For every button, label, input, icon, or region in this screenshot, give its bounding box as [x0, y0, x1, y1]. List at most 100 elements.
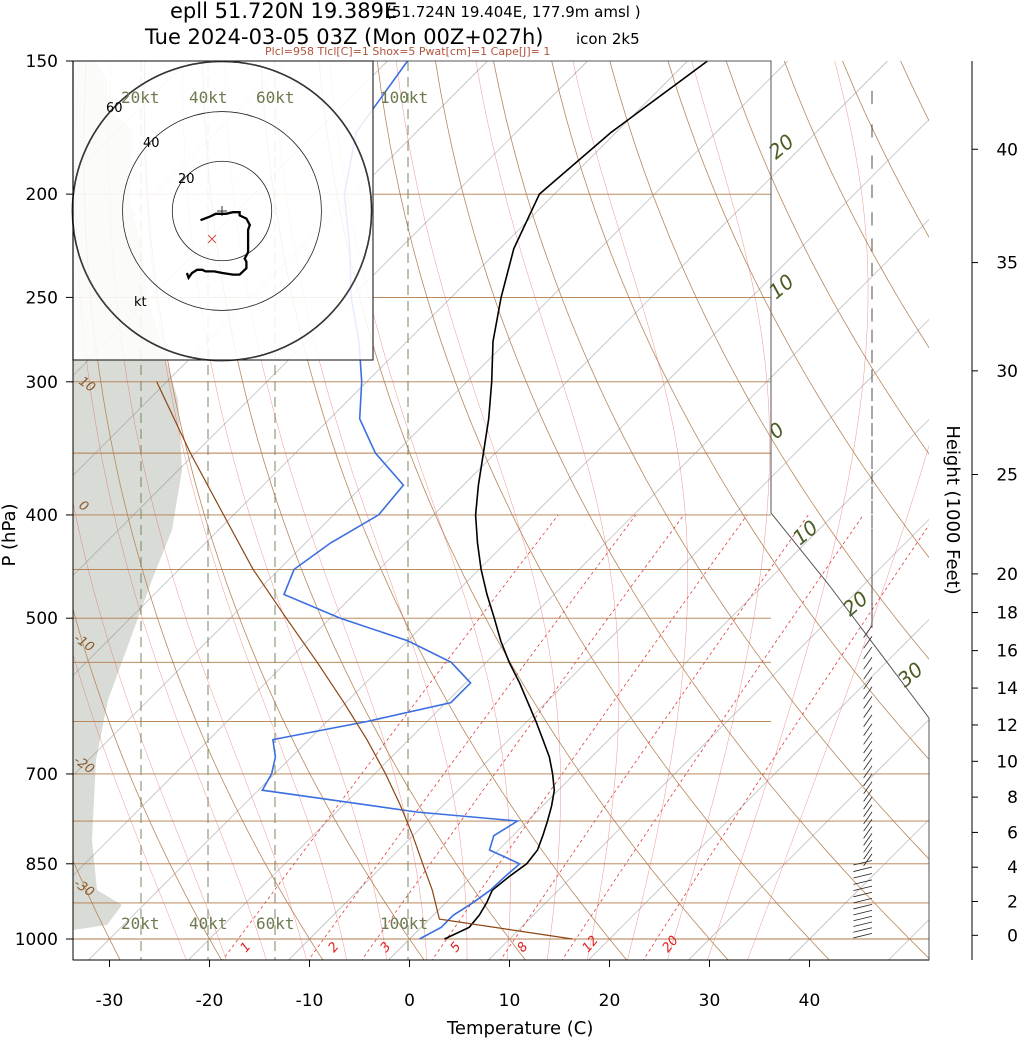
height-tick-label: 8: [1007, 788, 1018, 808]
moist-adiabat: [73, 653, 187, 960]
wind-barb: [863, 833, 873, 846]
pressure-tick-label: 700: [26, 765, 58, 785]
speed-row-bottom-40: 40kt: [189, 914, 228, 933]
wind-barb: [863, 696, 873, 709]
moist-adiabat: [73, 500, 227, 960]
pressure-tick-label: 300: [26, 373, 58, 393]
height-tick-label: 2: [1007, 892, 1018, 912]
mixing-ratio-line: [500, 514, 809, 960]
wind-barb: [863, 732, 873, 745]
index-line: Plcl=958 Tlcl[C]=1 Shox=5 Pwat[cm]=1 Cap…: [265, 45, 550, 58]
isotherm: [73, 61, 588, 576]
temperature-tick-label: 0: [404, 991, 415, 1011]
temperature-tick-label: 30: [699, 991, 721, 1011]
storm-motion-mark: [207, 234, 217, 244]
temperature-tick-label: 10: [499, 991, 521, 1011]
temperature-tick-label: 40: [799, 991, 821, 1011]
station-coords: (51.724N 19.404E, 177.9m amsl ): [386, 3, 641, 21]
wind-barb: [863, 789, 873, 802]
speed-row-top-20: 20kt: [121, 88, 160, 107]
moist-adiabat: [395, 61, 561, 960]
wind-barb: [863, 765, 873, 779]
hodograph-ring: [71, 60, 373, 362]
height-tick-label: 0: [1007, 926, 1018, 946]
hodograph-ring: [122, 111, 322, 311]
moist-adiabat: [667, 61, 770, 960]
dry-adiabat: [842, 61, 929, 239]
wind-barb: [863, 811, 873, 825]
speed-row-bottom-100: 100kt: [380, 914, 428, 933]
isotherm: [73, 61, 788, 776]
hodograph-ring: [171, 160, 273, 262]
mixing-ratio-label: 8: [515, 940, 532, 956]
wind-barb: [853, 879, 873, 885]
isotherm: [688, 719, 929, 960]
mixing-ratio-line: [431, 514, 748, 960]
wind-barb: [853, 885, 873, 892]
pressure-tick-label: 150: [26, 52, 58, 72]
wind-barb: [863, 646, 873, 660]
wind-barb: [863, 826, 873, 839]
mixing-ratio-line: [222, 514, 559, 960]
isobars: [73, 60, 929, 940]
speed-row-bottom-20: 20kt: [121, 914, 160, 933]
station-title: epll 51.720N 19.389E: [170, 0, 397, 23]
isotherm: [88, 119, 929, 960]
wind-barb: [863, 853, 873, 867]
mixing-ratio-label: 1: [238, 940, 255, 956]
speed-row-top-100: 100kt: [380, 88, 428, 107]
height-tick-label: 14: [996, 679, 1018, 699]
wind-barb: [863, 773, 873, 787]
wind-barb: [853, 873, 873, 879]
mixing-ratio-label: 3: [378, 940, 395, 956]
temperature-axis: -30 -20 -10 0 10 20 30 40: [73, 959, 929, 1011]
wind-barb: [863, 740, 873, 754]
temperature-tick-label: -10: [296, 991, 324, 1011]
wind-barb: [853, 933, 873, 939]
moist-adiabat-label: 30: [893, 657, 928, 692]
wind-barb: [853, 860, 873, 866]
isotherm: [73, 61, 888, 876]
dewpoint-line: [261, 61, 522, 940]
moist-adiabat-label: 0: [764, 417, 789, 444]
speed-row-bottom-60: 60kt: [256, 914, 295, 933]
height-axis-label: Height (1000 Feet): [942, 425, 963, 594]
wind-barb: [863, 819, 873, 832]
height-tick-label: 12: [996, 716, 1018, 736]
wind-barb: [853, 898, 873, 904]
pressure-tick-label: 850: [26, 855, 58, 875]
mixing-ratio-label: 2: [326, 940, 343, 956]
dry-adiabat: [73, 607, 223, 960]
moist-adiabat-label: 20: [764, 129, 799, 164]
moist-adiabat-label: 10: [788, 515, 823, 550]
pressure-tick-label: 250: [26, 288, 58, 308]
mixing-ratio-label: 12: [580, 933, 602, 955]
wind-barb: [863, 636, 873, 649]
wind-barb: [863, 749, 873, 762]
y-axis-label: P (hPa): [0, 503, 20, 566]
height-tick-label: 40: [996, 140, 1018, 160]
height-tick-label: 35: [996, 254, 1018, 274]
wind-barb: [863, 757, 873, 770]
hodo-unit-label: kt: [134, 295, 147, 310]
wind-barb: [853, 915, 873, 922]
wind-barb: [863, 714, 873, 727]
mixing-ratio-line: [561, 514, 864, 960]
wind-barb: [863, 686, 873, 700]
dry-adiabat: [667, 61, 929, 559]
mixing-ratio-label: 20: [660, 933, 682, 955]
moist-adiabat-label: 10: [764, 269, 799, 304]
wind-barb: [863, 705, 873, 718]
dry-adiabat: [1017, 61, 1026, 962]
isotherm: [588, 619, 929, 960]
wind-barb: [863, 804, 873, 817]
wind-barb: [853, 866, 873, 872]
height-tick-label: 18: [996, 604, 1018, 624]
height-tick-label: 30: [996, 362, 1018, 382]
wind-barb: [863, 781, 873, 794]
pressure-tick-label: 500: [26, 609, 58, 629]
wind-barb: [863, 796, 873, 810]
wind-barb: [863, 657, 873, 670]
